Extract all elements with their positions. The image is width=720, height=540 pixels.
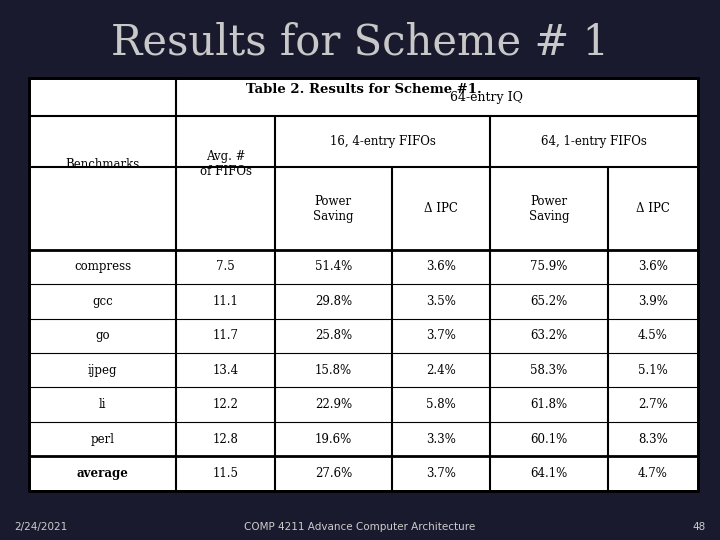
Text: compress: compress: [74, 260, 131, 273]
Text: 60.1%: 60.1%: [531, 433, 567, 446]
Text: 13.4: 13.4: [212, 364, 238, 377]
Text: Power
Saving: Power Saving: [528, 194, 570, 222]
Text: li: li: [99, 398, 107, 411]
Text: 8.3%: 8.3%: [638, 433, 668, 446]
Text: 65.2%: 65.2%: [531, 295, 567, 308]
Text: COMP 4211 Advance Computer Architecture: COMP 4211 Advance Computer Architecture: [244, 522, 476, 532]
Text: Benchmarks: Benchmarks: [66, 158, 140, 171]
Text: 15.8%: 15.8%: [315, 364, 352, 377]
Text: 25.8%: 25.8%: [315, 329, 352, 342]
Text: 61.8%: 61.8%: [531, 398, 567, 411]
Text: 16, 4-entry FIFOs: 16, 4-entry FIFOs: [330, 135, 436, 148]
Text: 51.4%: 51.4%: [315, 260, 352, 273]
Text: 2.4%: 2.4%: [426, 364, 456, 377]
Text: 58.3%: 58.3%: [531, 364, 567, 377]
Text: 3.7%: 3.7%: [426, 468, 456, 481]
Text: 4.7%: 4.7%: [638, 468, 668, 481]
Text: 5.8%: 5.8%: [426, 398, 456, 411]
Text: perl: perl: [91, 433, 114, 446]
Text: Avg. #
of FIFOs: Avg. # of FIFOs: [199, 150, 251, 178]
Text: 64.1%: 64.1%: [531, 468, 567, 481]
Text: 12.2: 12.2: [212, 398, 238, 411]
Text: Power
Saving: Power Saving: [313, 194, 354, 222]
Text: 3.6%: 3.6%: [426, 260, 456, 273]
Text: Table 2. Results for Scheme #1.: Table 2. Results for Scheme #1.: [246, 83, 482, 96]
Text: Δ IPC: Δ IPC: [424, 202, 458, 215]
Text: Δ IPC: Δ IPC: [636, 202, 670, 215]
Text: gcc: gcc: [92, 295, 113, 308]
Text: average: average: [76, 468, 128, 481]
Text: 3.7%: 3.7%: [426, 329, 456, 342]
Text: 12.8: 12.8: [212, 433, 238, 446]
Text: ijpeg: ijpeg: [88, 364, 117, 377]
Text: 29.8%: 29.8%: [315, 295, 352, 308]
Text: 19.6%: 19.6%: [315, 433, 352, 446]
Text: go: go: [95, 329, 110, 342]
Text: 11.5: 11.5: [212, 468, 238, 481]
Text: 7.5: 7.5: [216, 260, 235, 273]
Text: 2.7%: 2.7%: [638, 398, 668, 411]
Text: 22.9%: 22.9%: [315, 398, 352, 411]
Text: 63.2%: 63.2%: [531, 329, 567, 342]
Text: 64-entry IQ: 64-entry IQ: [450, 91, 523, 104]
Text: 11.1: 11.1: [212, 295, 238, 308]
Text: 5.1%: 5.1%: [638, 364, 668, 377]
Text: 3.6%: 3.6%: [638, 260, 668, 273]
Text: 3.9%: 3.9%: [638, 295, 668, 308]
Text: 3.3%: 3.3%: [426, 433, 456, 446]
Text: 27.6%: 27.6%: [315, 468, 352, 481]
Text: 4.5%: 4.5%: [638, 329, 668, 342]
Text: Results for Scheme # 1: Results for Scheme # 1: [111, 22, 609, 64]
FancyBboxPatch shape: [29, 78, 698, 491]
Text: 2/24/2021: 2/24/2021: [14, 522, 68, 532]
Text: 75.9%: 75.9%: [531, 260, 567, 273]
Text: 11.7: 11.7: [212, 329, 238, 342]
Text: 3.5%: 3.5%: [426, 295, 456, 308]
Text: 64, 1-entry FIFOs: 64, 1-entry FIFOs: [541, 135, 647, 148]
Text: 48: 48: [693, 522, 706, 532]
